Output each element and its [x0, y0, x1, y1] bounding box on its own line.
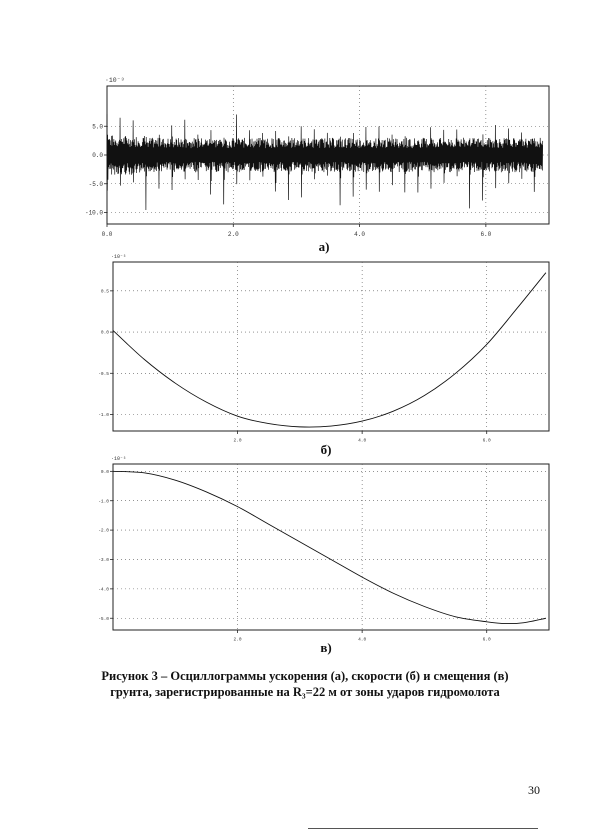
chart-b-ytick-label: 0.0 [101, 330, 109, 336]
chart-c-ytick-label: -4.0 [98, 586, 109, 592]
chart-c-ytick-label: -2.0 [98, 528, 109, 534]
chart-c-label: в) [320, 640, 332, 655]
chart-b-xtick-label: 6.0 [483, 438, 491, 444]
chart-c-ytick-label: -1.0 [98, 498, 109, 504]
chart-c-scale-note: ·10⁻³ [111, 456, 126, 462]
chart-c-series-line [112, 470, 546, 625]
page-number: 30 [528, 783, 540, 797]
chart-a-ytick-label: -10.0 [85, 210, 103, 217]
chart-c-xtick-label: 2.0 [234, 637, 242, 643]
chart-a-ytick-label: 5.0 [92, 123, 103, 130]
chart-a-ytick-label: -5.0 [89, 181, 104, 188]
chart-c-xtick-label: 4.0 [358, 637, 366, 643]
chart-c-xtick-label: 6.0 [483, 637, 491, 643]
chart-a-xtick-label: 2.0 [228, 231, 239, 238]
chart-b-ytick-label: -1.0 [98, 412, 109, 418]
chart-b-scale-note: ·10⁻³ [111, 254, 126, 260]
chart-a-xtick-label: 6.0 [480, 231, 491, 238]
chart-b-xtick-label: 4.0 [358, 438, 366, 444]
chart-b-ytick-label: -0.5 [98, 371, 109, 377]
chart-b-series-line [112, 272, 547, 428]
chart-b-frame [112, 261, 550, 432]
chart-a-xtick-label: 0.0 [102, 231, 113, 238]
chart-b-ytick-label: 0.5 [101, 288, 109, 294]
chart-c-ytick-label: -3.0 [98, 557, 109, 563]
chart-a-label: а) [318, 239, 330, 254]
figure-caption: Рисунок 3 – Осциллограммы ускорения (а),… [101, 669, 509, 699]
chart-b-xtick-label: 2.0 [234, 438, 242, 444]
chart-c-ytick-label: -5.0 [98, 616, 109, 622]
chart-a-series-line [106, 114, 544, 210]
chart-a-scale-note: ·10⁻³ [105, 77, 125, 84]
footer-rule [308, 828, 538, 829]
chart-b-label: б) [320, 442, 332, 457]
chart-c-ytick-label: 0.0 [101, 469, 109, 475]
chart-c-frame [112, 463, 550, 631]
chart-a-ytick-label: 0.0 [92, 152, 103, 159]
chart-a-xtick-label: 4.0 [354, 231, 365, 238]
